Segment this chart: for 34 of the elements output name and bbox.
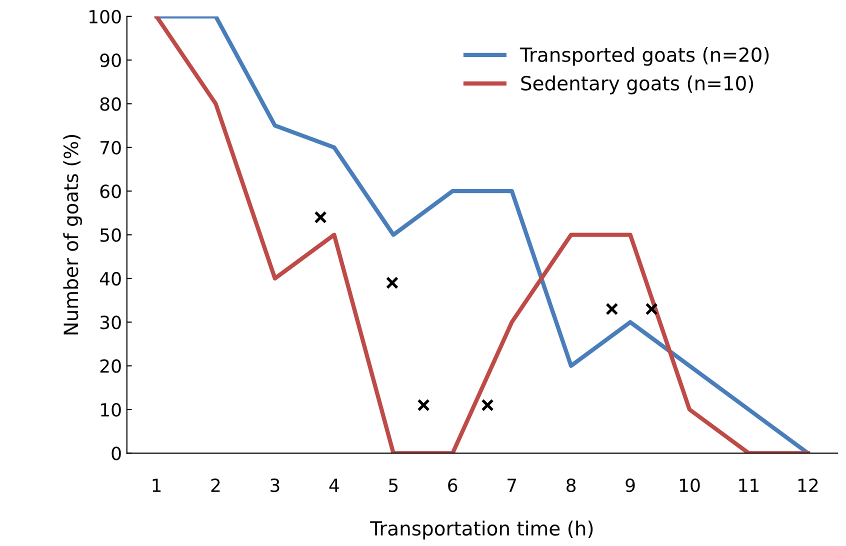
x-tick-label: 3 [270,478,280,492]
y-tick-label: 100 [90,10,121,24]
y-tick-label: 80 [100,97,121,111]
y-tick-label: 90 [100,54,121,68]
x-tick-label: 7 [508,478,516,492]
x-tick-label: 10 [680,478,700,492]
x-tick-label: 4 [329,478,339,492]
y-tick-label: 50 [100,228,121,242]
y-axis-title: Number of goats (%) [63,134,82,334]
x-tick-label: 9 [626,478,635,492]
point [314,211,327,224]
y-tick-label: 60 [100,184,121,198]
line-series [154,16,810,454]
y-tick-label: 70 [100,140,121,155]
y-tick-label: 20 [100,359,121,373]
x-tick-label: 11 [739,478,759,492]
x-tick-label: 2 [211,478,220,492]
point [645,302,658,316]
point [481,398,494,412]
y-tick-label: 10 [101,402,121,417]
point [417,398,430,412]
x-tick-label: 5 [389,478,398,492]
x-tick-label: 12 [798,478,818,492]
legend-label: Sedentary goats (n=10) [521,76,754,94]
legend-label: Transported goats (n=20) [520,46,769,66]
point [386,276,399,290]
x-tick-label: 8 [566,478,576,492]
x-tick-label: 1 [152,478,161,492]
y-tick-label: 30 [100,316,121,330]
x-axis-title: Transportation time (h) [370,520,593,540]
x-tick-label: 6 [448,478,458,492]
point [606,302,618,316]
y-tick-label: 40 [100,272,121,286]
y-tick-label: 0 [112,446,121,460]
